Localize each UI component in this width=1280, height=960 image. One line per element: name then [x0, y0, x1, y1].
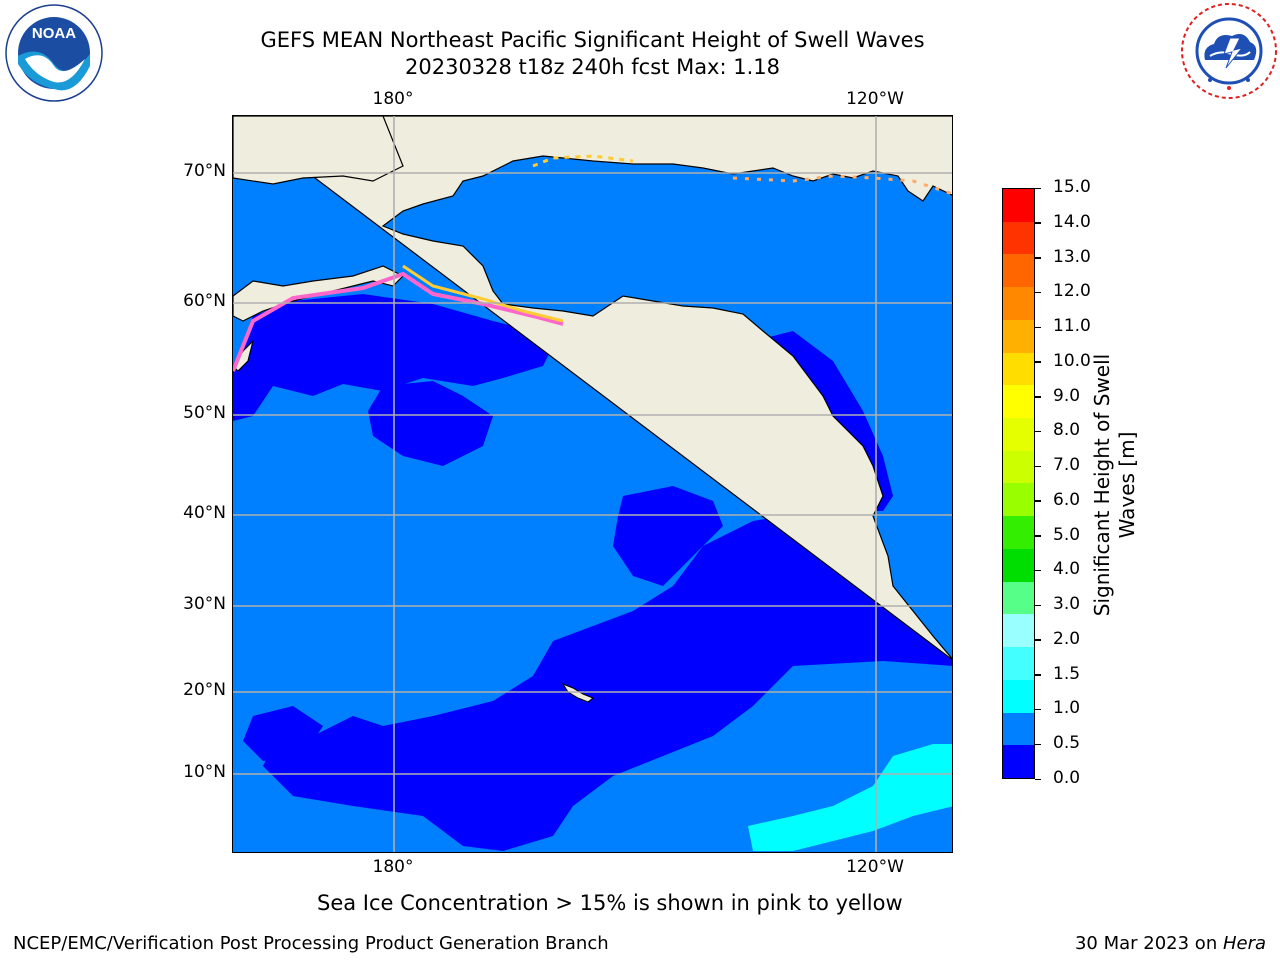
colorbar-tick-mark [1035, 396, 1041, 398]
colorbar-cell [1003, 712, 1034, 746]
footer-credit: NCEP/EMC/Verification Post Processing Pr… [13, 933, 609, 954]
lat-label-20n: 20°N [183, 680, 226, 700]
colorbar-title-line2: Waves [m] [1115, 431, 1139, 539]
colorbar-cell [1003, 287, 1034, 320]
colorbar-cell [1003, 221, 1034, 255]
colorbar-tick-mark [1035, 708, 1041, 711]
colorbar-tick-label: 0.0 [1053, 768, 1081, 788]
colorbar-tick-mark [1035, 535, 1041, 537]
colorbar-tick-mark [1035, 639, 1041, 641]
lat-label-10n: 10°N [183, 762, 226, 782]
lon-label-bottom-180: 180° [372, 857, 414, 877]
colorbar-tick-label: 13.0 [1053, 246, 1091, 267]
lon-label-top-180: 180° [372, 89, 414, 109]
lat-label-70n: 70°N [183, 161, 226, 181]
colorbar-tick-label: 7.0 [1053, 455, 1081, 476]
colorbar-tick-mark [1035, 604, 1041, 607]
colorbar-cell [1003, 581, 1034, 615]
colorbar-cell [1003, 189, 1034, 222]
colorbar-tick-mark [1035, 361, 1041, 363]
map-title: GEFS MEAN Northeast Pacific Significant … [260, 28, 925, 52]
lon-label-top-120w: 120°W [846, 89, 904, 109]
lon-label-bottom-120w: 120°W [846, 857, 904, 877]
colorbar-cell [1003, 614, 1034, 648]
colorbar-cell [1003, 418, 1034, 451]
map-panel [232, 115, 953, 853]
lat-label-60n: 60°N [183, 291, 226, 311]
nws-logo [1180, 2, 1278, 100]
colorbar-tick-label: 10.0 [1053, 350, 1091, 371]
footer-date-text: 30 Mar 2023 on [1074, 933, 1223, 954]
map-canvas [233, 116, 952, 852]
colorbar-tick-label: 9.0 [1053, 385, 1081, 406]
colorbar-tick-label: 3.0 [1053, 594, 1081, 615]
colorbar-tick-label: 2.0 [1053, 628, 1081, 649]
colorbar-cell [1003, 385, 1034, 419]
noaa-text: NOAA [32, 25, 76, 42]
colorbar [1002, 188, 1035, 779]
colorbar-cell [1003, 483, 1034, 517]
hawaii-island [561, 682, 594, 703]
noaa-logo: NOAA [5, 4, 103, 102]
lat-label-30n: 30°N [183, 594, 226, 614]
colorbar-cell [1003, 319, 1034, 353]
colorbar-tick-label: 5.0 [1053, 524, 1081, 545]
footer-machine: Hera [1222, 933, 1266, 954]
colorbar-tick-label: 4.0 [1053, 559, 1081, 580]
colorbar-tick-mark [1035, 743, 1041, 746]
colorbar-cell [1003, 647, 1034, 680]
sea-ice-edges [233, 154, 952, 372]
colorbar-cell [1003, 516, 1034, 549]
lat-label-40n: 40°N [183, 503, 226, 523]
colorbar-tick-mark [1035, 257, 1041, 259]
colorbar-tick-mark [1035, 500, 1041, 502]
colorbar-tick-label: 1.0 [1053, 698, 1081, 719]
colorbar-title: Significant Height of Swell Waves [m] [1090, 285, 1140, 685]
colorbar-title-line1: Significant Height of Swell [1090, 353, 1114, 617]
colorbar-tick-label: 11.0 [1053, 316, 1091, 337]
colorbar-tick-mark [1035, 569, 1041, 572]
colorbar-tick-mark [1035, 326, 1041, 329]
swell-high-region [748, 744, 952, 851]
colorbar-cell [1003, 450, 1034, 484]
colorbar-tick-mark [1035, 465, 1041, 468]
colorbar-tick-mark [1035, 778, 1041, 780]
graticule [233, 116, 952, 852]
footer-date: 30 Mar 2023 on Hera [1075, 933, 1266, 954]
colorbar-tick-label: 1.5 [1053, 663, 1081, 684]
map-subtitle: 20230328 t18z 240h fcst Max: 1.18 [405, 55, 780, 79]
colorbar-cell [1003, 352, 1034, 386]
colorbar-tick-mark [1035, 430, 1041, 433]
lat-label-50n: 50°N [183, 403, 226, 423]
sea-ice-note: Sea Ice Concentration > 15% is shown in … [317, 891, 903, 915]
colorbar-cell [1003, 745, 1034, 778]
colorbar-tick-label: 0.5 [1053, 733, 1081, 754]
colorbar-tick-label: 14.0 [1053, 211, 1091, 232]
colorbar-cell [1003, 679, 1034, 713]
colorbar-tick-label: 12.0 [1053, 281, 1091, 302]
colorbar-tick-label: 6.0 [1053, 489, 1081, 510]
colorbar-tick-label: 15.0 [1053, 177, 1091, 197]
colorbar-cell [1003, 254, 1034, 288]
land-areas [233, 116, 952, 661]
colorbar-cell [1003, 548, 1034, 582]
colorbar-tick-mark [1035, 674, 1041, 676]
colorbar-tick-mark [1035, 187, 1041, 189]
colorbar-tick-label: 8.0 [1053, 420, 1081, 441]
colorbar-tick-mark [1035, 291, 1041, 294]
colorbar-tick-mark [1035, 222, 1041, 224]
